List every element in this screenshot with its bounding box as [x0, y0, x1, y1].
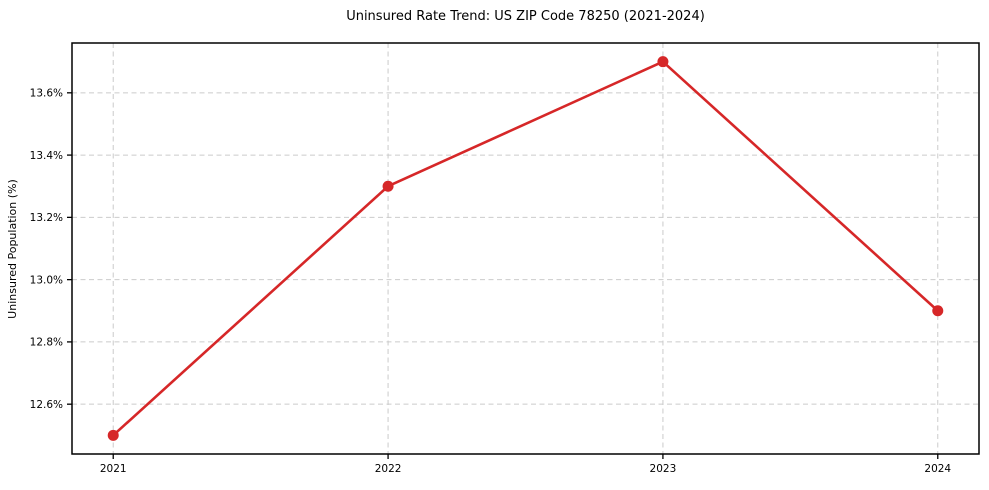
y-tick-label: 13.2%	[30, 212, 63, 224]
x-tick-label: 2021	[100, 463, 127, 475]
x-tick-label: 2022	[375, 463, 402, 475]
y-tick-label: 13.0%	[30, 274, 63, 286]
y-tick-label: 13.4%	[30, 150, 63, 162]
chart-title: Uninsured Rate Trend: US ZIP Code 78250 …	[346, 9, 705, 24]
y-tick-label: 13.6%	[30, 88, 63, 100]
trend-line	[111, 60, 940, 437]
x-tick-label: 2023	[650, 463, 677, 475]
data-point	[657, 56, 669, 68]
data-point	[932, 305, 944, 317]
x-tick-label: 2024	[924, 463, 951, 475]
data-point	[107, 429, 119, 441]
y-tick-label: 12.8%	[30, 337, 63, 349]
data-point	[382, 180, 394, 192]
plot-border	[71, 42, 980, 455]
y-tick-label: 12.6%	[30, 399, 63, 411]
